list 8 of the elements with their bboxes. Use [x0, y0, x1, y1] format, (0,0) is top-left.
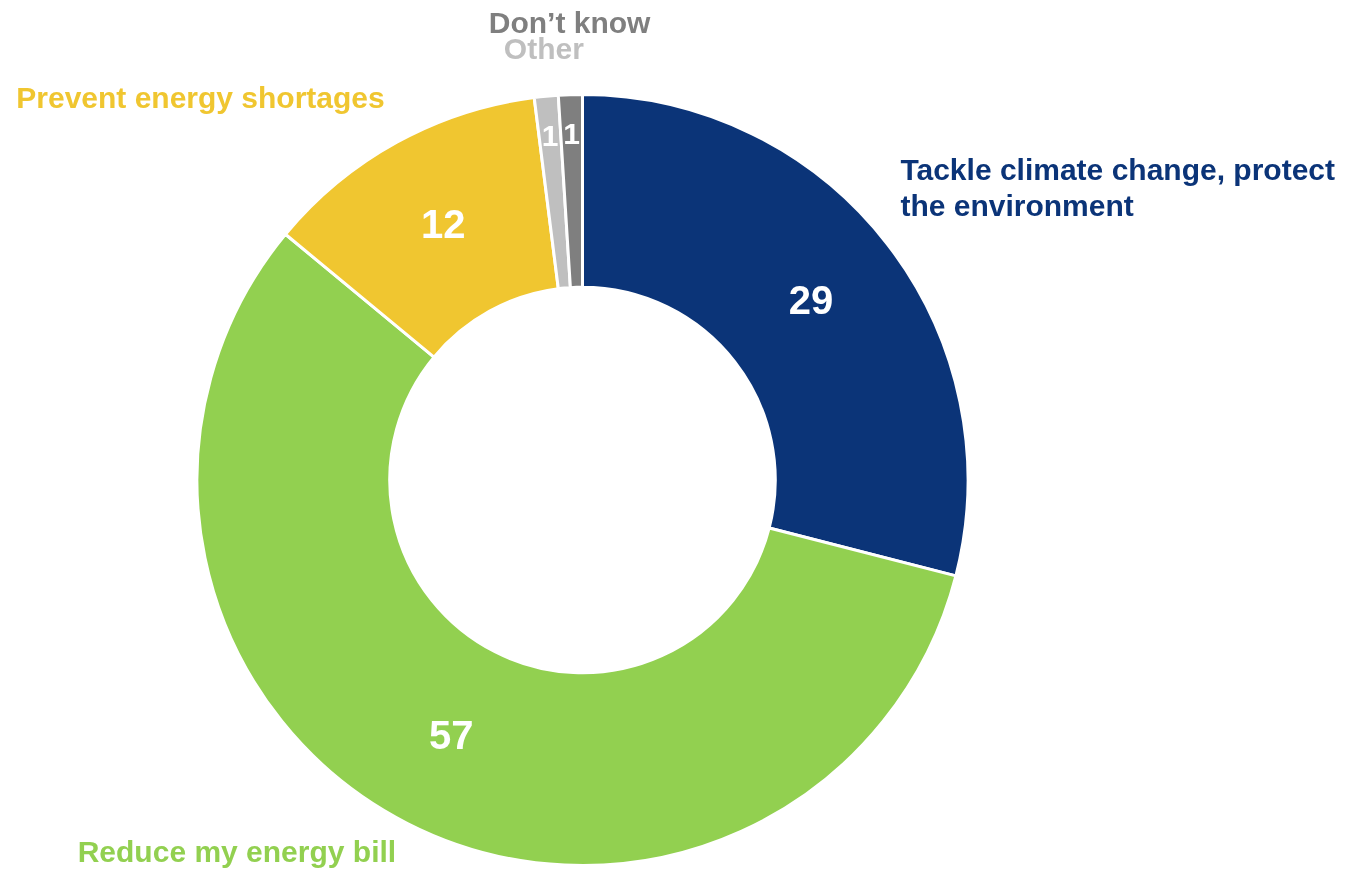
slice-label: Reduce my energy bill: [77, 835, 397, 869]
data-label: 29: [788, 277, 834, 322]
slice-label: Tackle climate change, protect the environment: [900, 152, 1336, 222]
slice-label: Prevent energy shortages: [16, 80, 385, 114]
data-label: 12: [420, 201, 466, 246]
data-label: 1: [541, 118, 559, 152]
data-label: 57: [428, 712, 474, 757]
data-label: 1: [563, 117, 581, 151]
